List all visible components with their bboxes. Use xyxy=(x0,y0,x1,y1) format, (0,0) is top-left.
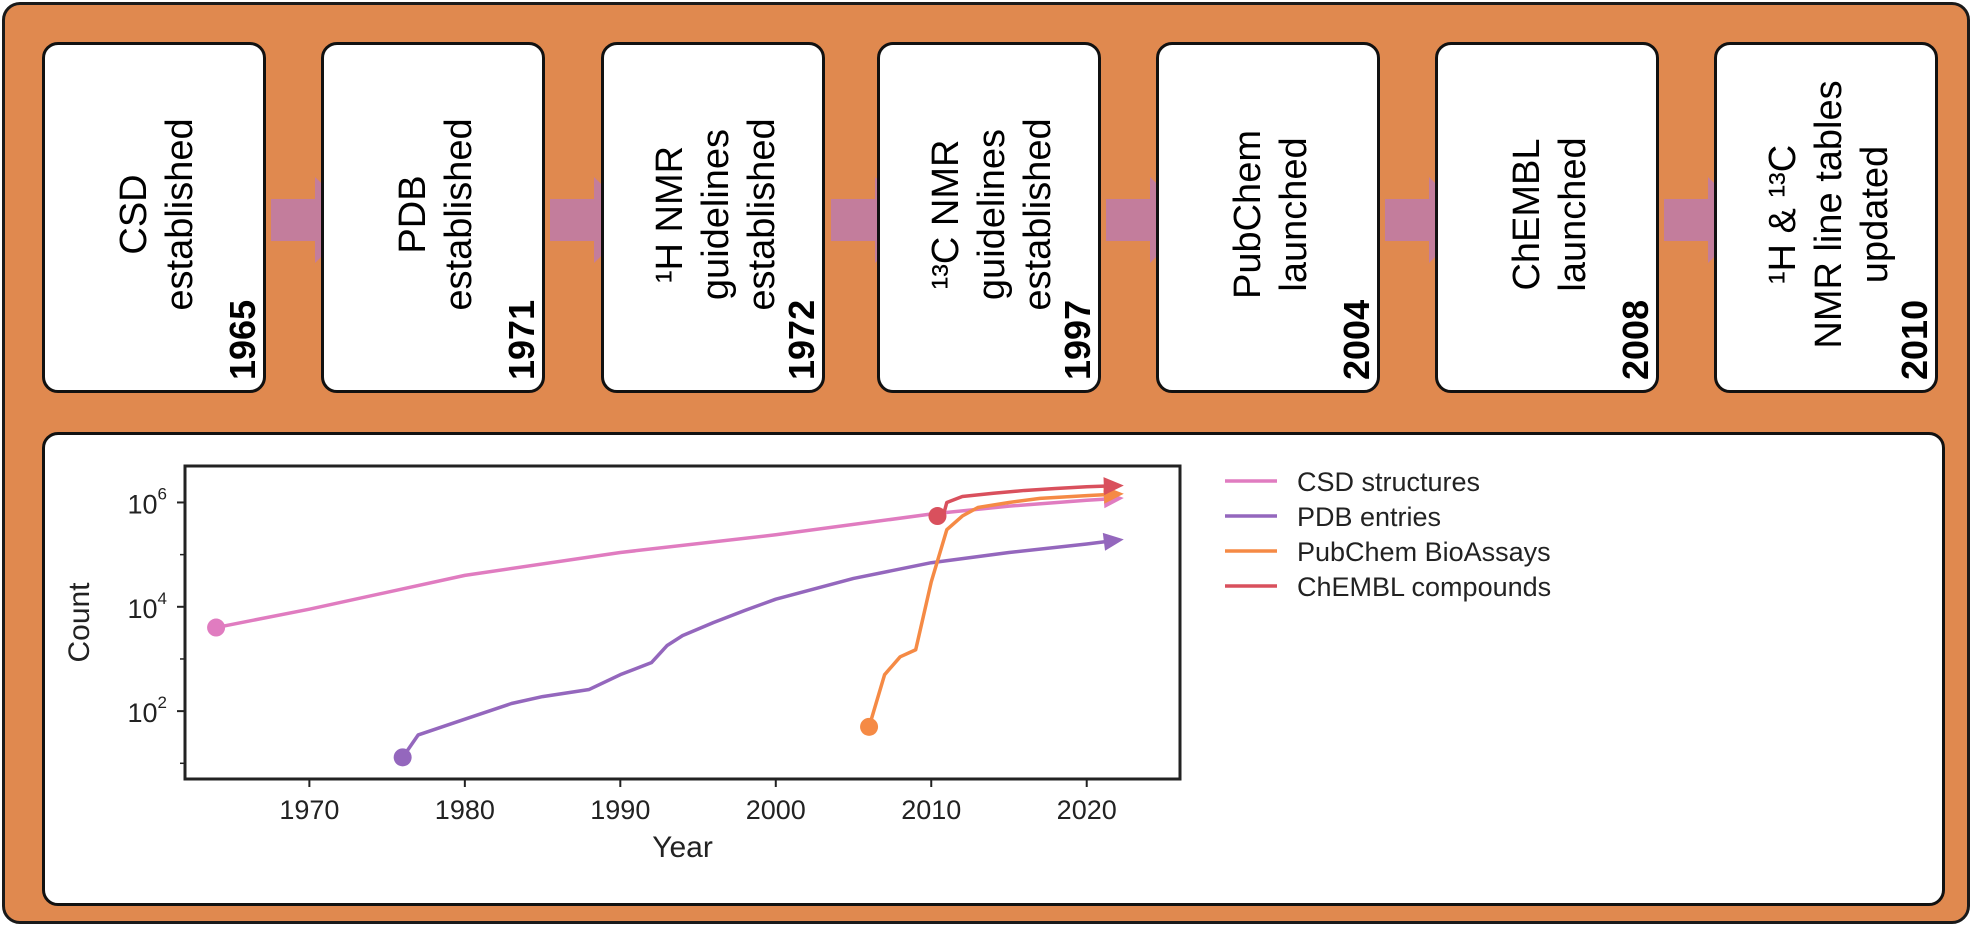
timeline-year: 1997 xyxy=(1057,299,1098,380)
timeline-description-line: PubChem xyxy=(1227,130,1269,299)
timeline-description-line: guidelines xyxy=(695,128,737,301)
series-line xyxy=(215,496,1118,630)
timeline-description-line: CSD xyxy=(113,174,155,255)
legend-label: PubChem BioAssays xyxy=(1297,537,1551,567)
timeline-year: 1971 xyxy=(501,299,542,380)
timeline-description: ChEMBL launched xyxy=(1504,45,1596,390)
timeline-description-line: launched xyxy=(1273,137,1315,292)
x-tick-label: 1970 xyxy=(279,795,339,825)
timeline-year: 2008 xyxy=(1615,299,1656,380)
y-tick-label: 104 xyxy=(127,589,167,624)
timeline-description: PubChem launched xyxy=(1225,45,1317,390)
timeline-description-line: NMR line tables xyxy=(1808,80,1850,349)
legend-label: PDB entries xyxy=(1297,502,1441,532)
y-tick-label: 106 xyxy=(127,484,167,519)
timeline-description-line: PDB xyxy=(392,175,434,254)
series-end-arrow xyxy=(1103,477,1124,496)
plot-area-frame xyxy=(183,464,1182,781)
series-start-marker xyxy=(393,748,412,767)
growth-chart: 1970 1980 1990 2000 2010 2020 102 104 106 Year Cou… xyxy=(63,464,1551,864)
x-tick-label: 2000 xyxy=(746,795,806,825)
timeline-description-line: established xyxy=(159,118,201,311)
timeline-description: CSD established xyxy=(111,45,203,390)
timeline-description-line: ¹H NMR xyxy=(649,145,691,284)
timeline-card-2004: PubChem launched 2004 xyxy=(1156,42,1380,393)
series-start-marker xyxy=(860,717,879,736)
series-start-marker xyxy=(207,618,226,637)
timeline-year: 2004 xyxy=(1336,299,1377,380)
timeline-description: PDB established xyxy=(390,45,482,390)
timeline-card-1972: ¹H NMR guidelines established 1972 xyxy=(601,42,825,393)
x-tick-label: 1980 xyxy=(435,795,495,825)
timeline-year: 1972 xyxy=(781,299,822,380)
series-line xyxy=(401,538,1119,759)
timeline-description-line: guidelines xyxy=(971,128,1013,301)
series-line xyxy=(867,492,1118,728)
y-axis-label: Count xyxy=(63,582,96,663)
timeline-year: 2010 xyxy=(1894,299,1935,380)
timeline-card-1965: CSD established 1965 xyxy=(42,42,266,393)
timeline-description-line: ¹³C NMR xyxy=(925,139,967,290)
series-line xyxy=(936,483,1118,518)
legend-label: ChEMBL compounds xyxy=(1297,572,1551,602)
x-tick-label: 2020 xyxy=(1057,795,1117,825)
timeline-description-line: established xyxy=(1017,118,1059,311)
legend-label: CSD structures xyxy=(1297,467,1480,497)
chart-panel: 1970 1980 1990 2000 2010 2020 102 104 106 Year Cou… xyxy=(42,432,1945,906)
timeline-description: ¹H & ¹³C NMR line tables updated xyxy=(1760,45,1898,390)
timeline-description-line: launched xyxy=(1552,137,1594,292)
timeline-card-1971: PDB established 1971 xyxy=(321,42,545,393)
timeline-description-line: established xyxy=(438,118,480,311)
timeline-description-line: ¹H & ¹³C xyxy=(1762,144,1804,285)
x-tick-label: 2010 xyxy=(901,795,961,825)
timeline-description: ¹³C NMR guidelines established xyxy=(923,45,1061,390)
timeline-card-2008: ChEMBL launched 2008 xyxy=(1435,42,1659,393)
y-tick-label: 102 xyxy=(127,693,167,728)
timeline-description-line: established xyxy=(741,118,783,311)
timeline-description-line: ChEMBL xyxy=(1506,138,1548,291)
timeline-description-line: updated xyxy=(1854,145,1896,284)
series-start-marker xyxy=(928,507,947,526)
x-tick-label: 1990 xyxy=(590,795,650,825)
timeline-description: ¹H NMR guidelines established xyxy=(647,45,785,390)
series-end-arrow xyxy=(1102,532,1124,551)
timeline-year: 1965 xyxy=(222,299,263,380)
x-axis-label: Year xyxy=(652,831,713,864)
timeline-card-2010: ¹H & ¹³C NMR line tables updated 2010 xyxy=(1714,42,1938,393)
timeline-card-1997: ¹³C NMR guidelines established 1997 xyxy=(877,42,1101,393)
